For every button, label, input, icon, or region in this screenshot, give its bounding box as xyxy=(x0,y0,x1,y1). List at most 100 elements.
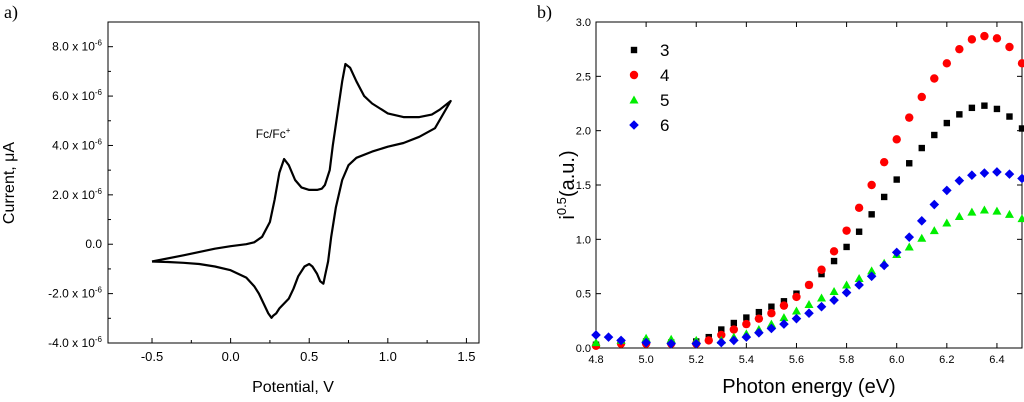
series-5-point xyxy=(641,333,651,342)
legend-marker-5 xyxy=(629,95,639,104)
cv-curve xyxy=(151,62,452,319)
series-3-point xyxy=(743,314,750,321)
series-6-point xyxy=(591,330,601,340)
series-3-point xyxy=(843,243,850,251)
series-4-point xyxy=(854,203,864,213)
series-4-point xyxy=(879,157,889,167)
panel-b-y-tick-label: 1.5 xyxy=(576,180,591,192)
series-4-point xyxy=(792,292,801,302)
series-3-point xyxy=(718,326,725,333)
series-4-point xyxy=(905,113,914,122)
series-6-point xyxy=(954,175,965,186)
legend-label-5: 5 xyxy=(660,91,669,110)
panel-b-y-tick-label: 1.0 xyxy=(576,234,591,246)
series-3-point xyxy=(830,257,838,265)
series-6-point xyxy=(1004,169,1015,179)
series-5-point xyxy=(842,280,852,289)
series-3-point xyxy=(730,319,738,327)
series-4-point xyxy=(942,59,952,68)
series-6-point xyxy=(942,185,952,196)
series-4-point xyxy=(992,34,1002,43)
series-5-point xyxy=(666,334,676,343)
series-3-point xyxy=(1018,125,1024,132)
panel-a-cyclic-voltammogram: a) -4.0 x 10-6 -2.0 x 10-6 0.0 2.0 x 10-6 4.… xyxy=(1,2,480,396)
panel-a-x-tick-label: 1.5 xyxy=(457,349,475,364)
series-4-point xyxy=(717,330,726,340)
series-6-point xyxy=(641,337,651,348)
panel-a-x-tick-label: 0.0 xyxy=(222,349,240,364)
series-3-point xyxy=(1006,113,1013,120)
legend-label-4: 4 xyxy=(660,66,669,85)
series-5-point xyxy=(829,286,839,295)
series-5-point xyxy=(979,205,989,214)
panel-a-y-tick-label: -2.0 x 10-6 xyxy=(48,286,102,301)
series-4-point xyxy=(754,314,764,323)
series-4-point xyxy=(742,319,751,329)
panel-b-x-tick-label: 5.8 xyxy=(839,354,854,366)
panel-b-y-tick-label: 2.0 xyxy=(576,126,591,138)
series-5-point xyxy=(1004,209,1014,218)
series-6-point xyxy=(766,323,777,334)
panel-a-x-axis-label: Potential, V xyxy=(252,379,334,396)
series-6-point xyxy=(904,232,915,242)
panel-a-x-tick-label: 0.5 xyxy=(300,349,318,364)
series-6-point xyxy=(666,338,676,349)
panel-b-label: b) xyxy=(537,2,552,23)
panel-a-y-tick-label: 2.0 x 10-6 xyxy=(52,187,102,202)
panel-a-y-axis-label: Current, μA xyxy=(1,142,18,224)
series-3-point xyxy=(868,211,875,218)
series-3-point xyxy=(755,308,763,316)
series-3-point xyxy=(918,144,925,152)
series-6-point xyxy=(729,335,739,346)
series-5-point xyxy=(791,306,801,315)
panel-a-y-ticks: -4.0 x 10-6 -2.0 x 10-6 0.0 2.0 x 10-6 4.0 x… xyxy=(48,39,113,350)
series-5-point xyxy=(817,293,827,302)
panel-b-x-ticks: 4.8 5.0 5.2 5.4 5.6 5.8 6.0 6.2 6.4 xyxy=(588,22,1005,366)
panel-b-y-tick-label: 0.0 xyxy=(576,343,591,355)
series-6-point xyxy=(754,327,764,338)
series-3-point xyxy=(818,270,825,278)
series-4-point xyxy=(842,226,851,235)
series-4-point xyxy=(704,336,713,345)
series-6-point xyxy=(716,337,727,348)
panel-b-y-tick-label: 0.5 xyxy=(576,289,591,301)
panel-a-plot-frame xyxy=(107,21,480,344)
panel-a-x-tick-label: -0.5 xyxy=(141,349,163,364)
series-3-point xyxy=(956,111,963,118)
series-4-point xyxy=(917,92,926,102)
series-6-point xyxy=(616,335,626,346)
series-4-point xyxy=(1005,42,1014,52)
series-3-point xyxy=(968,104,976,112)
panel-b-x-tick-label: 6.2 xyxy=(939,354,954,366)
series-6-point xyxy=(804,308,814,319)
series-4-point xyxy=(980,31,989,41)
series-4-point xyxy=(967,35,977,44)
series-4-point xyxy=(817,265,826,274)
series-5-point xyxy=(854,273,864,282)
series-3-point xyxy=(931,131,938,139)
series-5-point xyxy=(929,226,939,235)
legend-marker-6 xyxy=(629,120,639,130)
series-6-point xyxy=(992,167,1002,177)
series-6-point xyxy=(816,301,827,312)
panel-b-y-axis-label: i0.5(a.u.) xyxy=(554,150,579,219)
series-3-point xyxy=(855,228,863,235)
panel-b-x-tick-label: 5.4 xyxy=(739,354,754,366)
panel-b-x-tick-label: 6.0 xyxy=(889,354,904,366)
series-6-point xyxy=(929,199,940,210)
series-6-point xyxy=(854,280,864,290)
fc-fc-plus-annotation: Fc/Fc+ xyxy=(256,126,291,141)
panel-a-y-tick-label: 0.0 xyxy=(85,237,102,251)
panel-a-y-tick-label: 4.0 x 10-6 xyxy=(52,137,102,152)
panel-b-y-tick-label: 3.0 xyxy=(576,17,591,29)
legend-marker-3 xyxy=(630,46,638,54)
series-5-point xyxy=(904,242,914,251)
panel-a-y-tick-label: -4.0 x 10-6 xyxy=(48,335,102,350)
panel-b-y-tick-label: 2.5 xyxy=(576,71,591,83)
series-3-point xyxy=(981,102,988,109)
series-4-point xyxy=(767,309,776,318)
series-6-point xyxy=(829,295,839,305)
series-5-point xyxy=(867,266,877,275)
panel-b-data-points xyxy=(591,31,1024,351)
series-6-point xyxy=(691,338,702,349)
